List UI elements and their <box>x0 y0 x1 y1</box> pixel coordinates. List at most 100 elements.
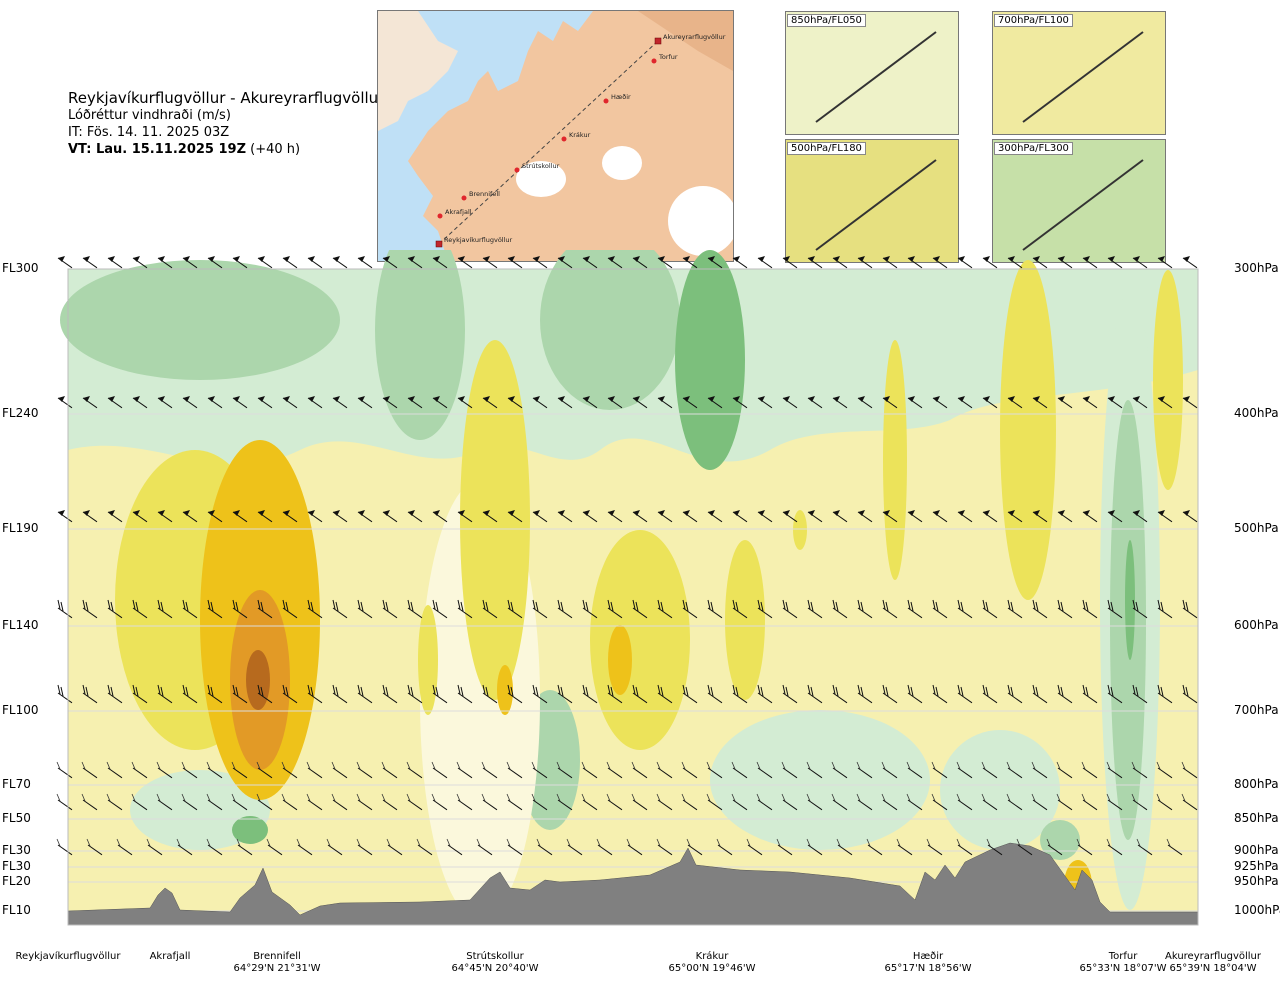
barb-flag <box>183 396 190 402</box>
wind-barb <box>157 510 173 523</box>
inset-300-label: 300hPa/FL300 <box>994 142 1073 155</box>
barb-staff <box>957 767 973 779</box>
barb-staff <box>807 767 823 779</box>
barb-feather <box>416 838 421 847</box>
wind-barb <box>476 838 493 856</box>
barb-feather <box>207 599 211 610</box>
barb-feather <box>157 684 161 695</box>
barb-feather <box>210 686 214 697</box>
barb-staff <box>857 607 873 619</box>
barb-staff <box>382 692 398 704</box>
barb-feather <box>407 599 411 610</box>
wind-barb <box>657 510 673 523</box>
barb-feather <box>410 601 414 612</box>
barb-feather <box>332 684 336 695</box>
barb-feather <box>956 838 961 847</box>
wind-barb <box>606 761 623 779</box>
chart-title-block: Reykjavíkurflugvöllur - Akureyrarflugvöl… <box>68 90 384 158</box>
wind-barb <box>381 761 398 779</box>
downdraft-region <box>375 250 465 440</box>
wind-barb <box>157 599 173 619</box>
barb-feather <box>935 686 939 697</box>
barb-feather <box>1157 599 1161 610</box>
wind-barb <box>231 793 248 811</box>
wind-barb <box>1107 256 1123 269</box>
map-point-label: Akrafjall <box>445 208 472 216</box>
barb-staff <box>507 799 523 811</box>
barb-feather <box>806 793 811 802</box>
barb-feather <box>257 684 261 695</box>
wind-barb <box>356 761 373 779</box>
barb-feather <box>1007 599 1011 610</box>
downdraft-region <box>60 260 340 380</box>
land-west <box>378 11 458 131</box>
wind-barb <box>57 599 73 619</box>
barb-staff <box>857 799 873 811</box>
wind-barb <box>1046 838 1063 856</box>
barb-staff <box>907 607 923 619</box>
wind-barb <box>607 684 623 704</box>
barb-feather <box>582 599 586 610</box>
barb-staff <box>1157 607 1173 619</box>
wind-barb <box>132 684 148 704</box>
barb-staff <box>357 767 373 779</box>
wind-barb <box>57 256 73 269</box>
barb-feather <box>1110 601 1114 612</box>
barb-feather <box>160 686 164 697</box>
barb-staff <box>57 767 73 779</box>
map-airport-marker <box>654 37 662 45</box>
wind-barb <box>357 396 373 409</box>
route-line <box>438 40 659 245</box>
wind-barb <box>132 510 148 523</box>
wind-barb <box>256 793 273 811</box>
barb-feather <box>326 838 331 847</box>
map-point-marker <box>461 195 467 201</box>
wind-barb <box>332 396 348 409</box>
barb-staff <box>632 767 648 779</box>
barb-feather <box>757 684 761 695</box>
wind-barb <box>732 599 748 619</box>
barb-feather <box>256 761 261 770</box>
wind-barb <box>207 599 223 619</box>
wind-barb <box>456 761 473 779</box>
barb-feather <box>431 793 436 802</box>
barb-feather <box>285 686 289 697</box>
barb-staff <box>82 767 98 779</box>
wind-barb <box>282 396 298 409</box>
barb-feather <box>806 838 811 847</box>
barb-staff <box>607 692 623 704</box>
barb-flag <box>958 510 965 516</box>
barb-feather <box>207 684 211 695</box>
barb-staff <box>1182 799 1198 811</box>
barb-feather <box>706 793 711 802</box>
inset-300-route <box>1022 159 1144 251</box>
wind-barb <box>582 510 598 523</box>
pressure-level-label: 500hPa <box>1234 521 1279 535</box>
barb-feather <box>435 686 439 697</box>
wind-barb <box>906 761 923 779</box>
barb-flag <box>233 256 240 262</box>
barb-feather <box>860 686 864 697</box>
barb-feather <box>757 599 761 610</box>
barb-flag <box>733 256 740 262</box>
barb-feather <box>82 684 86 695</box>
wind-barb <box>1107 510 1123 523</box>
wind-barb <box>1107 684 1123 704</box>
updraft-region <box>608 625 632 695</box>
barb-flag <box>283 396 290 402</box>
barb-feather <box>731 761 736 770</box>
wind-barb <box>657 684 673 704</box>
barb-feather <box>107 684 111 695</box>
barb-feather <box>606 761 611 770</box>
barb-feather <box>560 686 564 697</box>
inset-500-svg <box>786 140 958 262</box>
wind-barb <box>881 793 898 811</box>
barb-staff <box>1057 692 1073 704</box>
wind-barb <box>506 838 523 856</box>
barb-feather <box>1106 761 1111 770</box>
wind-barb <box>407 684 423 704</box>
barb-feather <box>982 684 986 695</box>
wind-barb <box>107 599 123 619</box>
barb-feather <box>110 601 114 612</box>
barb-flag <box>383 396 390 402</box>
